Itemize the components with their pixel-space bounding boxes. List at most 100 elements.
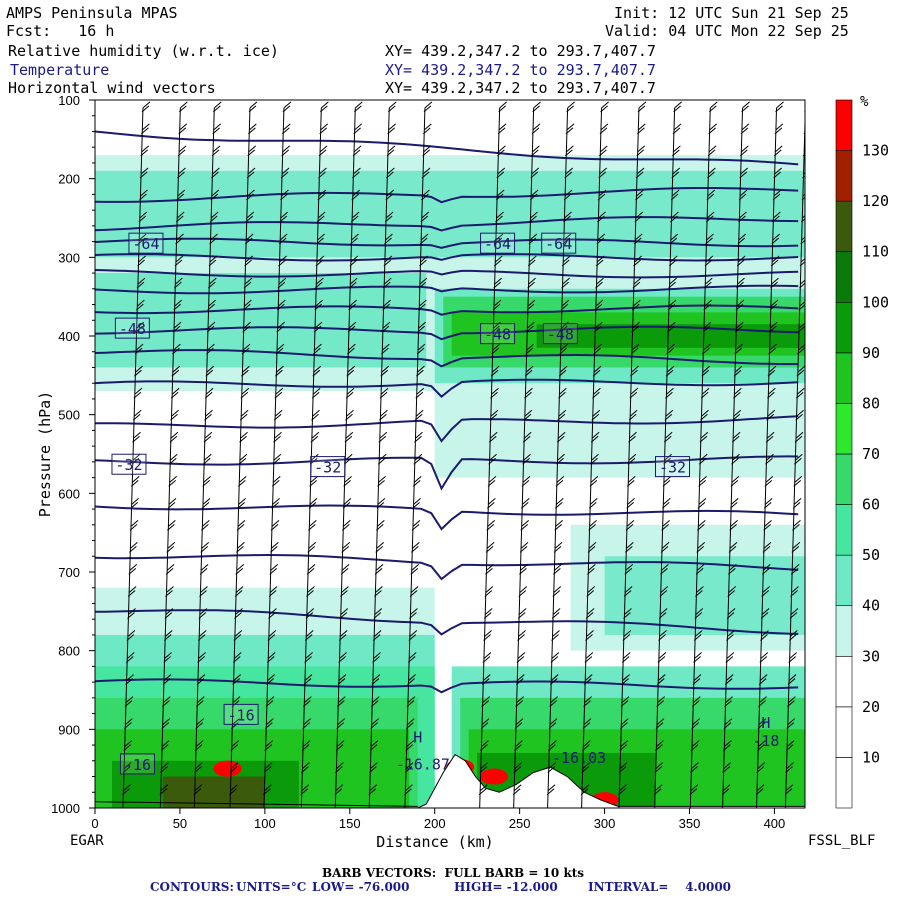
barb-feather: [722, 740, 732, 752]
barb-feather: [381, 343, 390, 355]
isotherm--32: [95, 415, 799, 443]
barb-feather: [620, 696, 630, 707]
barb-feather: [316, 233, 325, 245]
barb-feather: [671, 167, 681, 179]
barb-feather: [758, 696, 767, 707]
colorbar-seg-10: [835, 706, 853, 758]
barb-feather: [587, 542, 597, 553]
barb-feather: [138, 211, 148, 223]
barb-feather: [169, 431, 179, 443]
barb-feather: [422, 123, 432, 135]
barb-feather: [526, 299, 536, 311]
barb-feather: [493, 277, 502, 289]
barb-feather: [722, 762, 732, 774]
barb-feather: [127, 586, 137, 597]
barb-feather: [173, 299, 183, 311]
barb-feather: [210, 189, 220, 201]
barb-feather: [773, 145, 783, 157]
contour-label-box-2: [541, 232, 577, 254]
barb-feather: [519, 542, 529, 553]
barb-feather: [416, 365, 425, 377]
isotherm--76: [95, 130, 799, 166]
barb-feather: [159, 784, 169, 796]
barb-feather: [196, 674, 206, 685]
colorbar-label-30: 30: [862, 647, 880, 665]
barb-column-15: [689, 107, 711, 808]
barb-feather: [726, 608, 736, 619]
barb-feather: [139, 189, 148, 201]
barb-feather: [370, 718, 379, 729]
barb-feather: [793, 475, 803, 487]
barb-feather: [600, 101, 609, 113]
barb-feather: [128, 564, 138, 575]
barb-feather: [598, 167, 608, 179]
barb-feather: [201, 519, 210, 531]
barb-feather: [588, 497, 598, 509]
barb-feather: [763, 497, 773, 509]
barb-feather: [518, 586, 528, 597]
barb-feather: [633, 233, 643, 245]
barb-feather: [488, 453, 497, 465]
barb-feather: [596, 233, 606, 245]
barb-feather: [490, 387, 499, 399]
barb-feather: [209, 233, 218, 245]
barb-feather: [162, 674, 172, 685]
barb-feather: [480, 740, 489, 752]
barb-feather: [491, 343, 501, 355]
barb-feather: [552, 586, 562, 597]
barb-feather: [199, 564, 209, 575]
barb-feather: [273, 431, 282, 443]
barb-feather: [496, 167, 506, 179]
isotherm--68: [95, 216, 799, 232]
barb-feather: [565, 145, 574, 157]
barb-feather: [174, 255, 184, 267]
barb-feather: [737, 233, 747, 245]
colorbar-seg-130: [835, 99, 853, 151]
colorbar-seg-110: [835, 200, 853, 253]
barb-feather: [790, 564, 800, 575]
isotherm--56: [95, 269, 799, 279]
barb-feather: [551, 630, 560, 641]
barb-feather: [383, 255, 393, 267]
barb-feather: [415, 387, 425, 399]
colorbar-label-40: 40: [862, 597, 880, 615]
field-label-temperature: Temperature: [10, 61, 110, 79]
barb-feather: [756, 740, 766, 752]
barb-feather: [335, 740, 345, 752]
barb-feather: [231, 696, 241, 707]
barb-feather: [549, 696, 558, 707]
barb-feather: [487, 475, 497, 487]
barb-feather: [277, 277, 287, 289]
barb-feather: [263, 784, 272, 796]
barb-column-13: [618, 107, 640, 808]
colorbar-seg-40: [835, 554, 853, 607]
terrain-mask: [95, 753, 805, 808]
barb-feather: [382, 299, 391, 311]
barb-feather: [628, 409, 638, 421]
barb-feather: [414, 409, 424, 421]
barb-feather: [234, 586, 244, 597]
barb-feather: [206, 321, 216, 333]
barb-column-2: [193, 107, 215, 808]
colorbar-label-80: 80: [862, 394, 880, 412]
barb-feather: [407, 652, 417, 663]
barb-feather: [280, 167, 290, 179]
colorbar-seg-50: [835, 504, 853, 556]
barb-feather: [482, 652, 492, 663]
barb-feather: [760, 630, 769, 641]
contour-label-2: -64: [545, 235, 572, 253]
barb-feather: [517, 608, 527, 619]
barb-feather: [302, 718, 312, 729]
barb-feather: [212, 101, 222, 113]
x-tick-label-100: 100: [254, 816, 276, 831]
barb-feather: [522, 431, 532, 443]
barb-feather: [264, 740, 274, 752]
barb-feather: [492, 321, 501, 333]
barb-feather: [699, 431, 709, 443]
colorbar-seg-70: [835, 403, 853, 455]
x-tick-label-0: 0: [91, 816, 98, 831]
y-tick-label-700: 700: [58, 565, 80, 580]
barb-feather: [585, 630, 594, 641]
barb-feather: [481, 674, 491, 685]
barb-feather: [374, 586, 383, 597]
